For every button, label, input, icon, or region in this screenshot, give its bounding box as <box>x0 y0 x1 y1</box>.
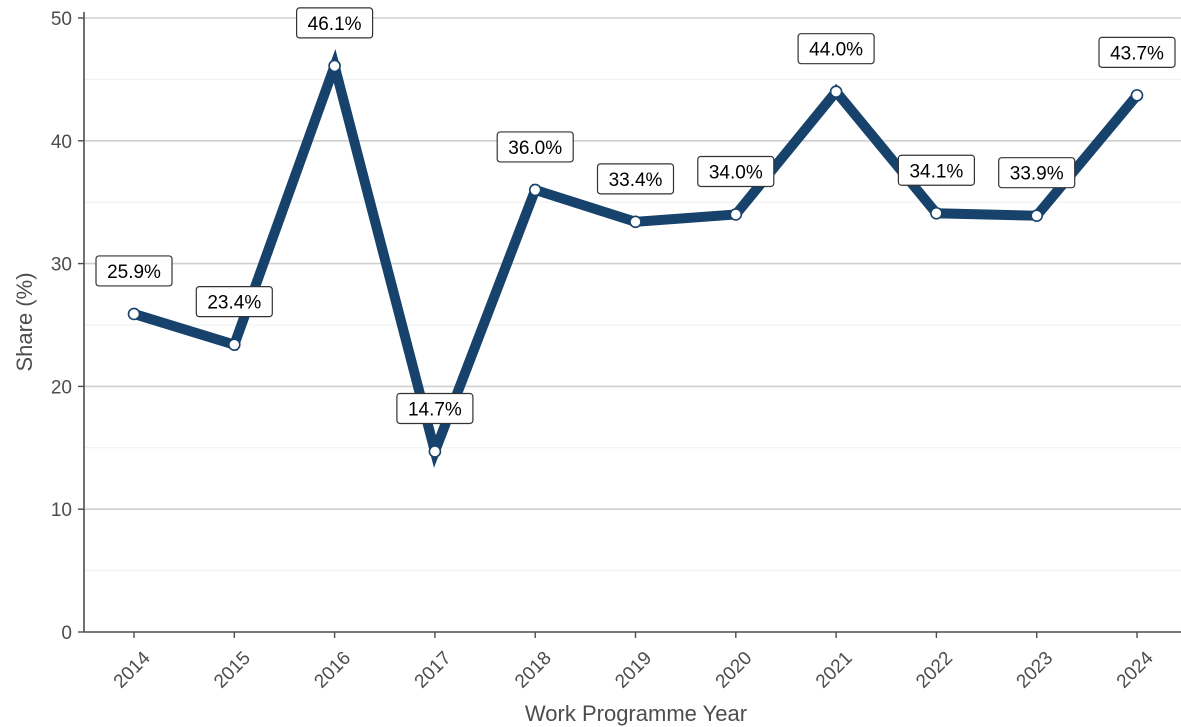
data-point <box>829 85 843 98</box>
data-label: 34.1% <box>897 154 976 186</box>
x-tick-label: 2021 <box>812 648 857 693</box>
data-point <box>127 307 141 321</box>
x-tick-label: 2020 <box>712 648 757 693</box>
data-label-text: 34.0% <box>709 162 763 183</box>
data-label-text: 25.9% <box>107 262 161 283</box>
data-label-box <box>396 392 474 425</box>
data-label-box <box>296 7 374 39</box>
data-label-box <box>496 131 574 163</box>
data-label-text: 43.7% <box>1110 43 1164 64</box>
data-label-box <box>797 33 875 65</box>
x-tick-label: 2016 <box>310 648 355 693</box>
data-label: 43.7% <box>1098 36 1176 68</box>
data-point <box>528 183 542 197</box>
axes: 0 10 20 30 40 50 2014 2015 2016 2017 2018 2019 2020 2… <box>51 9 1181 692</box>
data-label-text: 33.4% <box>609 170 663 191</box>
data-label-box <box>1098 36 1176 68</box>
y-tick-label: 40 <box>51 132 72 153</box>
data-point <box>930 206 943 220</box>
data-point <box>1030 209 1043 223</box>
gridlines <box>84 17 1181 572</box>
y-tick-label: 50 <box>51 9 72 30</box>
data-label-text: 14.7% <box>408 399 462 420</box>
data-label-text: 23.4% <box>207 293 261 314</box>
y-tick-label: 0 <box>61 623 72 644</box>
x-tick-label: 2014 <box>110 647 155 692</box>
data-label-box <box>596 163 675 195</box>
x-axis-title: Work Programme Year <box>525 701 747 726</box>
y-tick-label: 20 <box>51 377 72 398</box>
data-label: 25.9% <box>95 255 173 287</box>
data-label: 46.1% <box>296 7 374 39</box>
data-label-text: 34.1% <box>909 161 963 182</box>
data-label-text: 44.0% <box>809 40 863 61</box>
y-axis-title: Share (%) <box>12 272 37 371</box>
data-point <box>1130 89 1144 102</box>
data-point <box>328 59 341 73</box>
y-tick-label: 30 <box>51 255 72 276</box>
data-label: 23.4% <box>195 286 273 318</box>
data-label: 33.4% <box>596 163 675 195</box>
series-line <box>132 48 1141 468</box>
y-tick-label: 10 <box>51 500 72 521</box>
data-label-box <box>95 255 173 287</box>
data-label-box <box>897 154 976 186</box>
x-tick-label: 2022 <box>912 648 957 693</box>
data-label: 33.9% <box>998 157 1076 189</box>
x-tick-label: 2018 <box>511 648 556 693</box>
x-tick-label: 2024 <box>1113 647 1158 692</box>
data-label-box <box>998 157 1076 189</box>
data-point <box>428 445 442 458</box>
data-label: 44.0% <box>797 33 875 65</box>
x-tick-label: 2017 <box>411 648 456 693</box>
data-label: 36.0% <box>496 131 574 163</box>
data-point <box>729 208 743 221</box>
data-label: 14.7% <box>396 392 474 425</box>
data-labels: 25.9% 23.4% 46.1% 14.7% 36.0% 33.4% 34.0% 44.0%… <box>95 7 1176 425</box>
data-point <box>629 215 642 229</box>
data-label-text: 36.0% <box>508 138 562 159</box>
series <box>127 48 1144 468</box>
x-tick-label: 2015 <box>210 648 255 693</box>
data-label-box <box>195 286 273 318</box>
x-tick-label: 2023 <box>1013 648 1058 693</box>
data-label: 34.0% <box>697 155 775 188</box>
data-label-text: 33.9% <box>1010 164 1064 185</box>
data-label-box <box>697 155 775 188</box>
data-label-text: 46.1% <box>308 14 362 35</box>
x-tick-label: 2019 <box>611 648 656 693</box>
data-point <box>228 338 241 351</box>
